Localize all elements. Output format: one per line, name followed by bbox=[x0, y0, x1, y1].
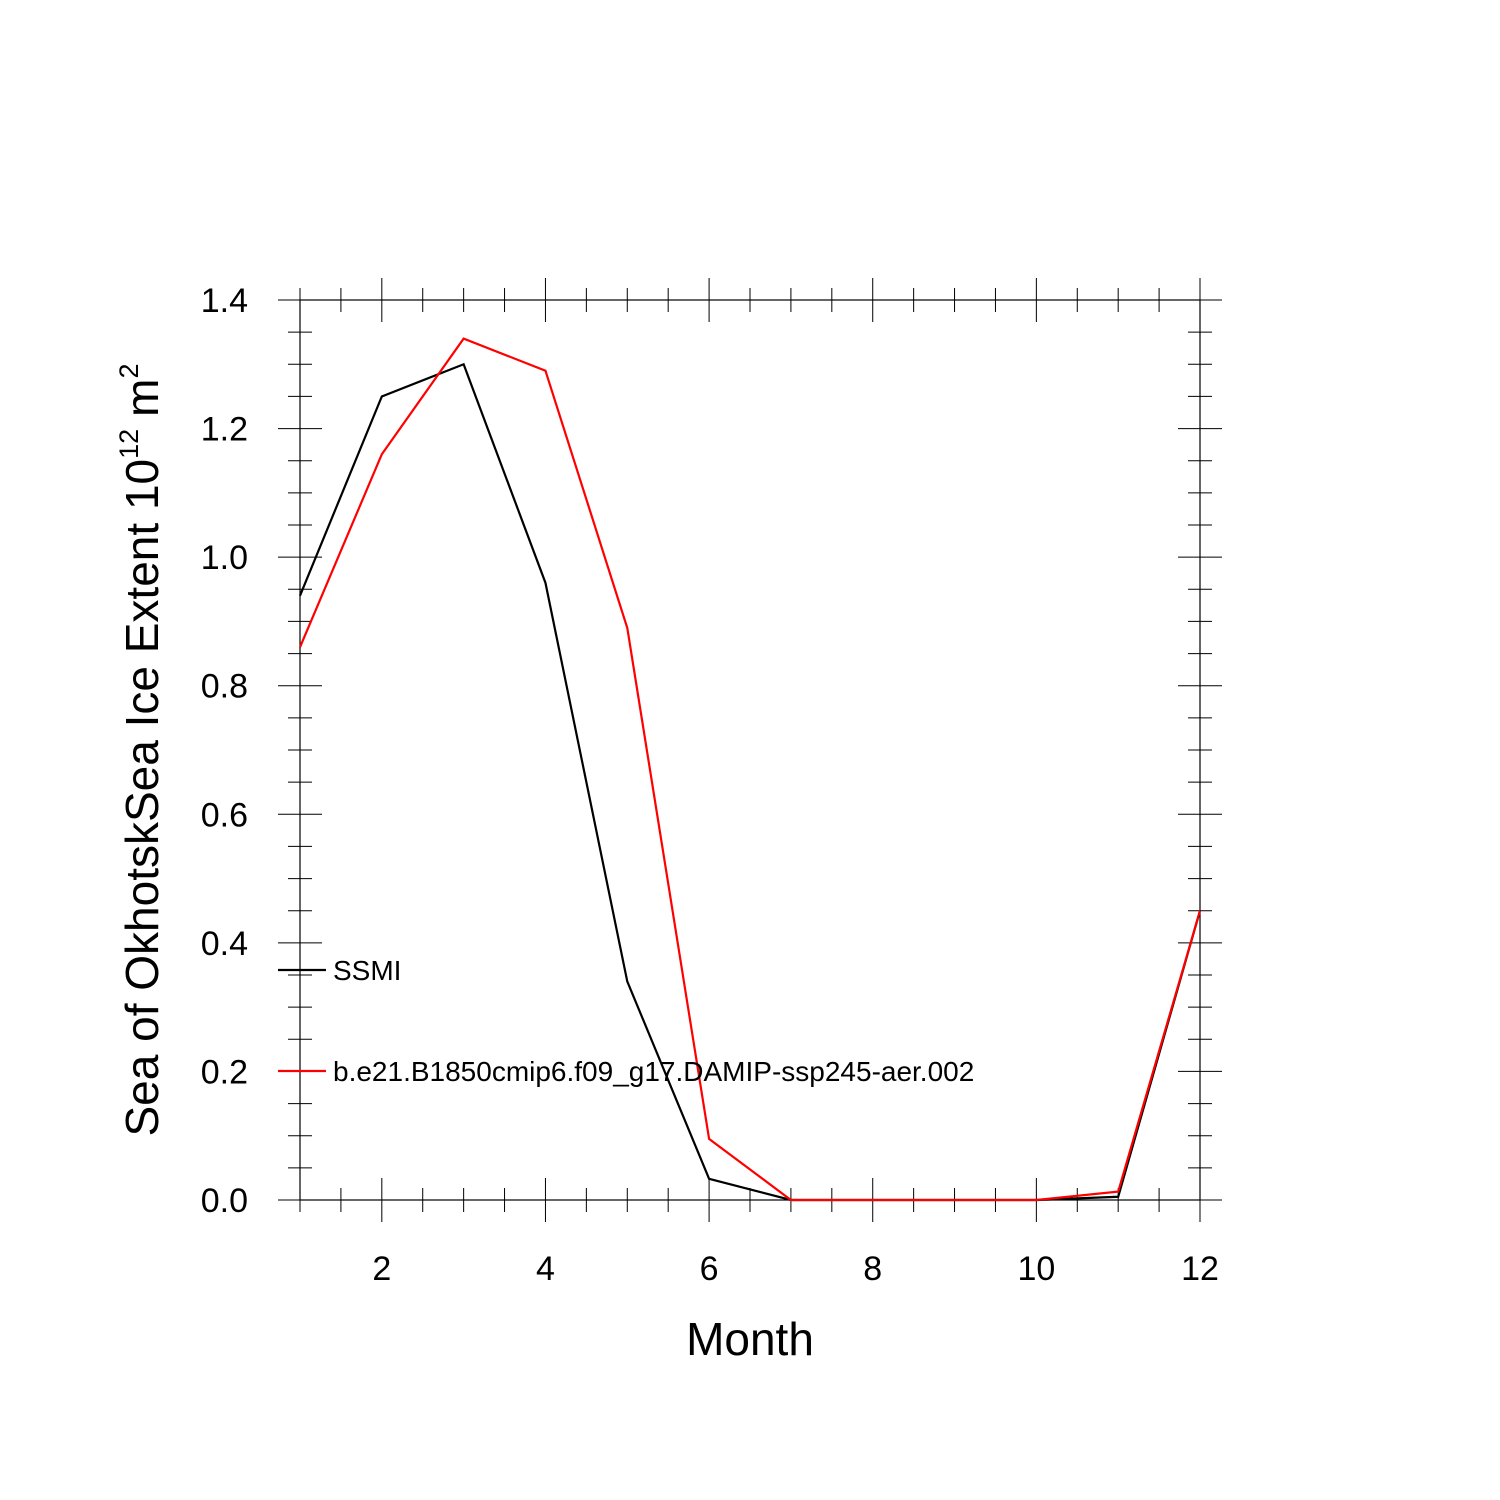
tick-labels: 2 4 6 8 10 12 0.0 0.2 0.4 0.6 0.8 1.0 1.2 1.4 bbox=[201, 282, 1219, 1288]
y-tick-label: 0.4 bbox=[201, 925, 248, 963]
y-axis-title-unit: m bbox=[116, 379, 168, 417]
x-tick-label: 8 bbox=[863, 1250, 882, 1288]
y-tick-label: 1.4 bbox=[201, 282, 248, 320]
y-axis-title-exponent: 12 bbox=[114, 429, 144, 459]
legend-label: b.e21.B1850cmip6.f09_g17.DAMIP-ssp245-ae… bbox=[333, 1056, 974, 1087]
y-axis-title: Sea of OkhotskSea Ice Extent 1012 m2 bbox=[114, 363, 168, 1136]
series-line-model bbox=[298, 337, 1202, 1202]
y-tick-label: 1.0 bbox=[201, 539, 248, 577]
y-axis-title-unit-exponent: 2 bbox=[114, 363, 144, 378]
y-tick-label: 0.6 bbox=[201, 796, 248, 834]
y-tick-label: 0.0 bbox=[201, 1182, 248, 1220]
y-axis-title-main: Sea of OkhotskSea Ice Extent 10 bbox=[116, 459, 168, 1137]
y-tick-label: 0.8 bbox=[201, 668, 248, 706]
x-tick-label: 4 bbox=[536, 1250, 555, 1288]
series-layer bbox=[298, 337, 1202, 1202]
plot-frame bbox=[299, 299, 1201, 1201]
x-tick-label: 10 bbox=[1017, 1250, 1055, 1288]
x-axis-title: Month bbox=[686, 1313, 814, 1365]
x-tick-label: 6 bbox=[700, 1250, 719, 1288]
x-tick-label: 2 bbox=[372, 1250, 391, 1288]
x-tick-label: 12 bbox=[1181, 1250, 1219, 1288]
y-tick-label: 1.2 bbox=[201, 411, 248, 449]
legend: SSMI b.e21.B1850cmip6.f09_g17.DAMIP-ssp24… bbox=[278, 955, 974, 1087]
y-tick-label: 0.2 bbox=[201, 1053, 248, 1091]
legend-label: SSMI bbox=[333, 955, 401, 986]
